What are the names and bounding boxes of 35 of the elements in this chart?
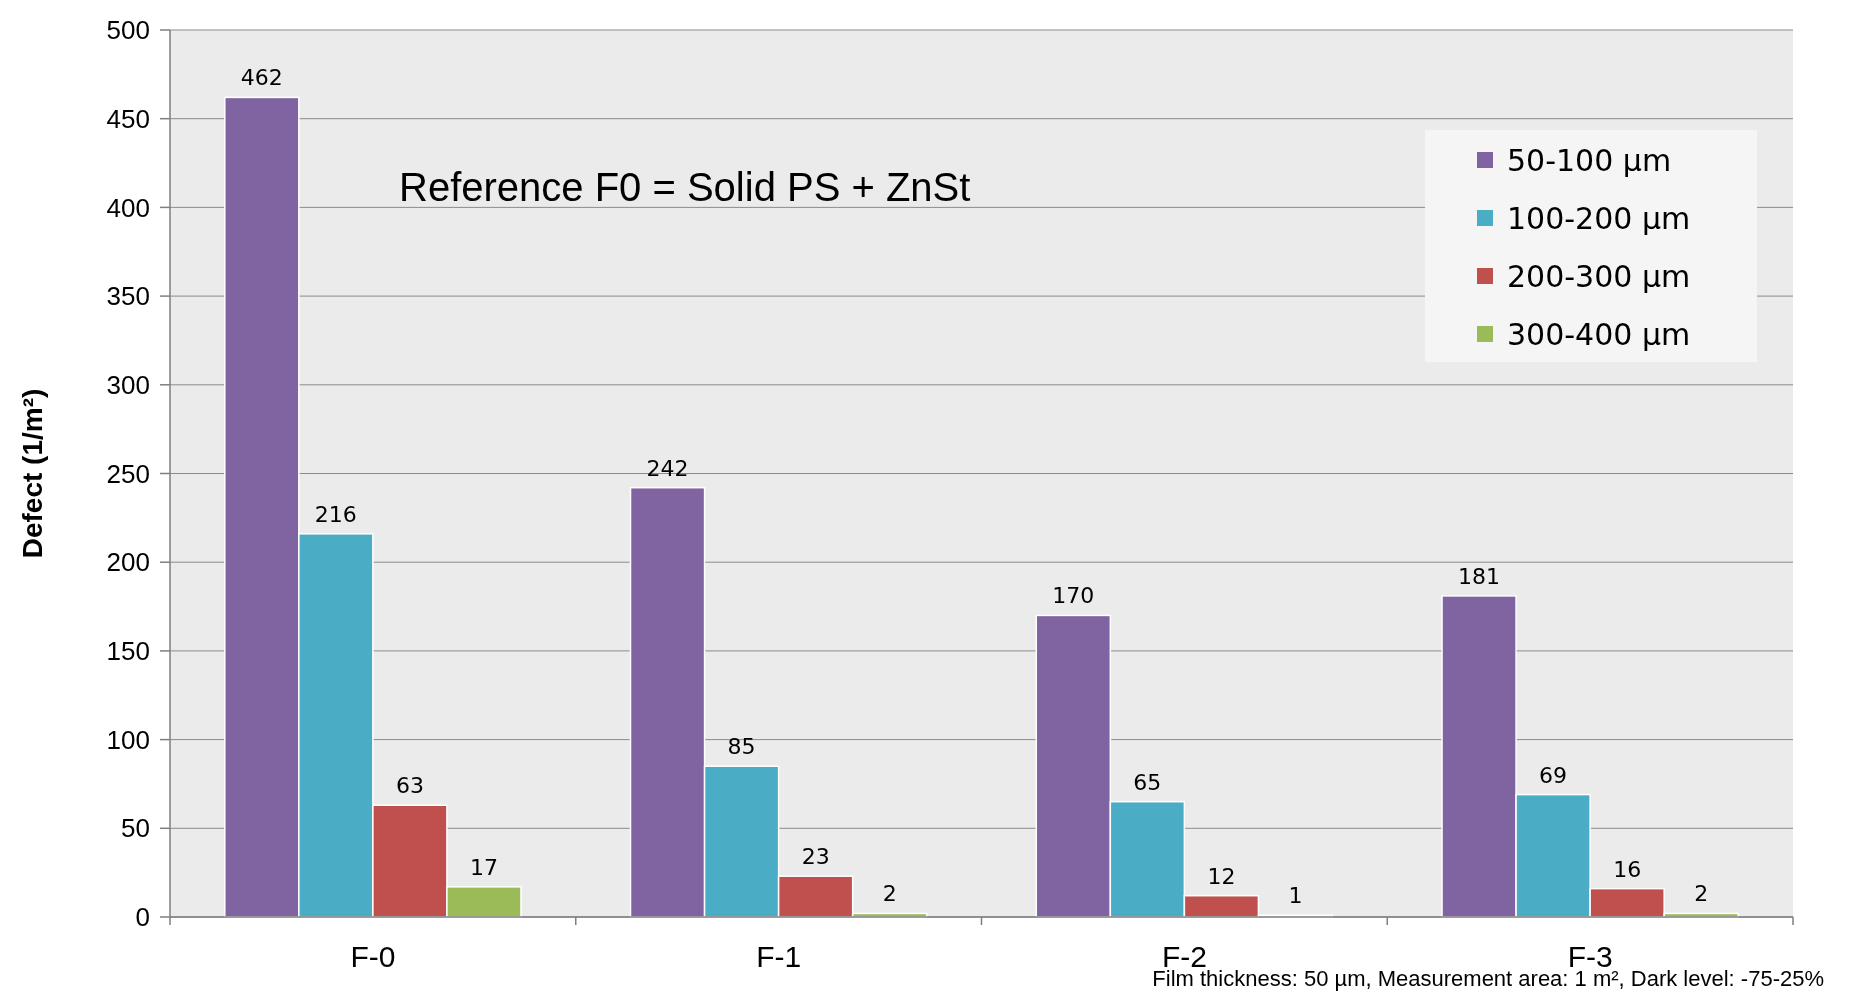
y-tick-label: 250 bbox=[106, 458, 150, 489]
data-label: 12 bbox=[1207, 863, 1236, 889]
data-label: 2 bbox=[882, 881, 897, 907]
x-tick-label: F-0 bbox=[350, 940, 396, 973]
legend-label: 50-100 µm bbox=[1507, 142, 1672, 178]
y-tick-label: 150 bbox=[106, 636, 150, 666]
y-tick-label: 350 bbox=[106, 281, 150, 312]
y-tick-label: 450 bbox=[106, 103, 150, 134]
y-tick-label: 200 bbox=[106, 547, 150, 578]
data-label: 1 bbox=[1288, 883, 1303, 909]
y-tick-label: 0 bbox=[135, 902, 150, 933]
data-label: 216 bbox=[314, 501, 357, 527]
data-label: 69 bbox=[1539, 762, 1568, 788]
data-label: 462 bbox=[240, 65, 283, 91]
data-label: 63 bbox=[395, 773, 424, 799]
y-tick-label: 400 bbox=[106, 192, 150, 223]
y-tick-label: 500 bbox=[106, 15, 150, 46]
data-label: 242 bbox=[646, 455, 689, 481]
data-label: 16 bbox=[1613, 856, 1642, 882]
data-label: 23 bbox=[801, 844, 830, 870]
data-label: 65 bbox=[1133, 769, 1162, 795]
data-label: 181 bbox=[1458, 563, 1501, 589]
y-tick-label: 100 bbox=[106, 724, 150, 755]
data-label: 17 bbox=[469, 854, 498, 880]
x-tick-label: F-1 bbox=[756, 940, 802, 973]
annotation: Reference F0 = Solid PS + ZnSt bbox=[399, 165, 971, 209]
y-axis-title: Defect (1/m²) bbox=[17, 388, 48, 559]
data-label: 85 bbox=[727, 734, 756, 760]
y-tick-label: 50 bbox=[121, 813, 150, 844]
y-tick-label: 300 bbox=[106, 369, 150, 400]
legend-label: 200-300 µm bbox=[1507, 258, 1691, 294]
data-label: 170 bbox=[1052, 583, 1095, 609]
data-label: 2 bbox=[1694, 881, 1709, 907]
legend-label: 300-400 µm bbox=[1507, 316, 1691, 352]
legend-label: 100-200 µm bbox=[1507, 200, 1691, 236]
